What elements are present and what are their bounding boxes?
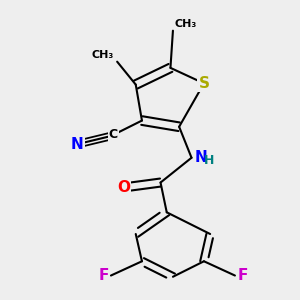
Text: C: C bbox=[109, 128, 118, 141]
Text: N: N bbox=[195, 150, 207, 165]
Text: S: S bbox=[198, 76, 209, 91]
Text: F: F bbox=[237, 268, 248, 283]
Text: H: H bbox=[204, 154, 214, 167]
Text: O: O bbox=[117, 180, 130, 195]
Text: CH₃: CH₃ bbox=[174, 19, 196, 29]
Text: F: F bbox=[98, 268, 109, 283]
Text: CH₃: CH₃ bbox=[91, 50, 113, 60]
Text: N: N bbox=[71, 136, 84, 152]
